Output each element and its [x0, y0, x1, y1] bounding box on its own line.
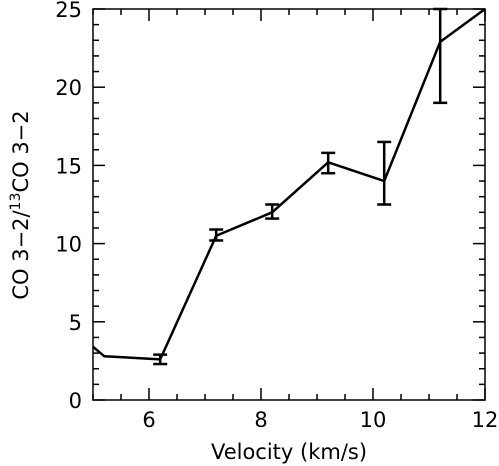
y-tick-label: 5: [69, 311, 82, 335]
error-bar: [321, 151, 336, 175]
y-axis-label: CO 3−2/13CO 3−2: [8, 110, 33, 299]
x-tick-label: 12: [472, 408, 499, 432]
plot-frame: [92, 8, 486, 401]
series-line: [92, 7, 486, 361]
error-bar: [209, 228, 224, 242]
error-bar: [265, 203, 280, 220]
ticks: [92, 8, 486, 401]
y-tick-label: 25: [55, 0, 82, 22]
y-axis-label-suffix: CO 3−2: [9, 110, 33, 192]
y-tick-label: 15: [55, 154, 82, 178]
y-tick-label: 10: [55, 233, 82, 257]
x-tick-label: 8: [254, 408, 267, 432]
tick-labels: 6 8 10 12 0 5 10 15 20 25: [55, 0, 498, 432]
y-axis-label-prefix: CO 3−2/: [9, 209, 33, 299]
y-tick-label: 20: [55, 76, 82, 100]
x-tick-label: 6: [142, 408, 155, 432]
y-axis-label-superscript: 13: [8, 193, 24, 211]
y-tick-label: 0: [69, 389, 82, 413]
error-bar: [377, 140, 392, 206]
x-tick-label: 10: [360, 408, 387, 432]
x-axis-label: Velocity (km/s): [211, 440, 367, 464]
error-bar: [433, 7, 448, 105]
plot-area: [92, 8, 486, 401]
data-layer: [92, 7, 486, 366]
error-bar: [153, 353, 168, 366]
